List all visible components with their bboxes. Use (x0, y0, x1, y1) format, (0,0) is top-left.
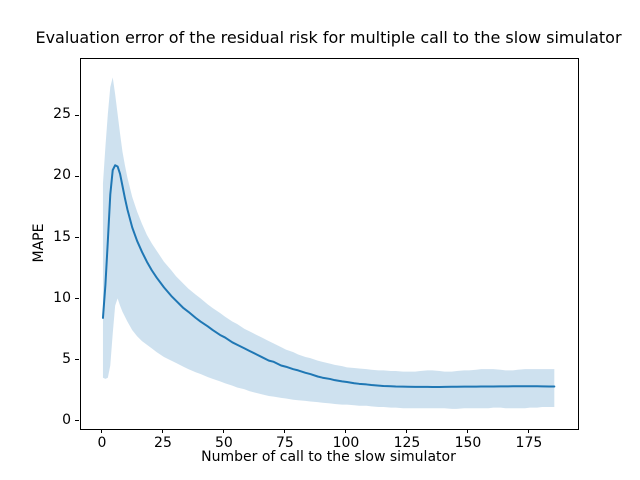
x-tick-mark (101, 429, 103, 433)
x-tick-mark (406, 429, 408, 433)
y-tick-mark (75, 420, 79, 422)
y-tick-label: 0 (62, 411, 71, 428)
x-tick-mark (345, 429, 347, 433)
y-tick-label: 10 (53, 289, 71, 306)
x-tick-label: 125 (393, 435, 421, 451)
confidence-band (102, 77, 555, 409)
y-tick-label: 15 (53, 228, 71, 245)
y-tick-label: 25 (53, 106, 71, 123)
x-tick-label: 150 (454, 435, 482, 451)
y-tick-mark (75, 237, 79, 238)
plot-area (80, 58, 579, 430)
x-tick-label: 0 (97, 435, 107, 451)
x-tick-label: 50 (215, 435, 233, 451)
y-axis-label: MAPE (31, 223, 47, 263)
y-tick-mark (75, 175, 79, 177)
x-tick-label: 25 (154, 435, 172, 451)
chart-title: Evaluation error of the residual risk fo… (35, 28, 622, 47)
y-tick-mark (75, 298, 79, 300)
y-tick-mark (75, 359, 79, 361)
y-tick-label: 5 (62, 350, 71, 367)
y-tick-label: 20 (53, 167, 71, 184)
x-tick-mark (162, 429, 164, 433)
x-axis-label: Number of call to the slow simulator (201, 449, 456, 465)
x-tick-mark (284, 429, 286, 433)
x-tick-mark (528, 429, 530, 433)
x-tick-label: 75 (276, 435, 294, 451)
x-tick-label: 175 (515, 435, 543, 451)
x-tick-label: 100 (332, 435, 360, 451)
x-tick-mark (223, 429, 225, 433)
plot-canvas (101, 77, 556, 409)
y-tick-mark (75, 114, 79, 116)
x-tick-mark (467, 429, 469, 433)
mean-mape-line (101, 164, 556, 388)
